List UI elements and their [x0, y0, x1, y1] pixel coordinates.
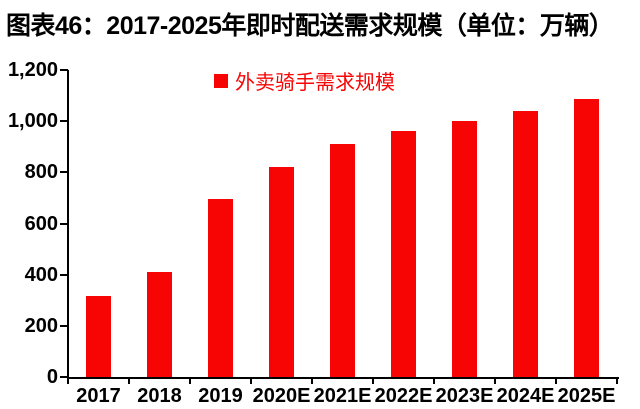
- bar-2025E: [574, 99, 599, 377]
- bar-2020E: [269, 167, 294, 377]
- legend-swatch-icon: [214, 73, 228, 88]
- bar-2023E: [452, 121, 477, 377]
- x-axis-tick-mark: [311, 377, 313, 384]
- x-axis-tick-label: 2024E: [496, 385, 555, 407]
- y-axis-tick-mark: [60, 120, 68, 123]
- x-axis-tick-mark: [494, 377, 496, 384]
- bar-2022E: [391, 131, 416, 377]
- y-axis-tick-mark: [60, 171, 68, 174]
- x-axis-tick-label: 2019: [198, 385, 243, 407]
- x-axis-tick-mark: [250, 377, 252, 384]
- y-axis-tick-label: 200: [24, 314, 58, 337]
- x-axis-tick-mark: [128, 377, 130, 384]
- legend: 外卖骑手需求规模: [214, 66, 395, 95]
- x-axis-tick-label: 2020E: [252, 385, 311, 407]
- x-axis: [67, 377, 619, 379]
- x-axis-tick-mark: [67, 377, 69, 384]
- x-axis-tick-label: 2018: [137, 385, 182, 407]
- y-axis-tick-label: 600: [24, 212, 58, 235]
- y-axis-tick-label: 400: [24, 263, 58, 286]
- y-axis-tick-mark: [60, 222, 68, 225]
- x-axis-tick-mark: [555, 377, 557, 384]
- bar-2021E: [330, 144, 355, 377]
- x-axis-tick-mark: [189, 377, 191, 384]
- bar-2024E: [513, 110, 538, 377]
- x-axis-tick-label: 2023E: [435, 385, 494, 407]
- y-axis-tick-mark: [60, 324, 68, 327]
- x-axis-tick-label: 2025E: [557, 385, 616, 407]
- y-axis-tick-label: 800: [24, 161, 58, 184]
- y-axis-tick-mark: [60, 376, 68, 378]
- x-axis-tick-mark: [433, 377, 435, 384]
- legend-label: 外卖骑手需求规模: [235, 72, 395, 94]
- y-axis-tick-mark: [60, 69, 68, 71]
- bar-2018: [147, 272, 172, 377]
- x-axis-tick-label: 2017: [76, 385, 121, 407]
- y-axis-tick-mark: [60, 273, 68, 276]
- bar-2017: [86, 296, 111, 377]
- y-axis-tick-label: 0: [46, 366, 58, 388]
- x-axis-tick-mark: [372, 377, 374, 384]
- y-axis-tick-label: 1,200: [7, 59, 58, 81]
- x-axis-tick-mark: [616, 377, 618, 384]
- y-axis-tick-label: 1,000: [7, 110, 58, 133]
- bar-2019: [208, 199, 233, 377]
- x-axis-tick-label: 2022E: [374, 385, 433, 407]
- y-axis: [67, 70, 69, 379]
- chart-title: 图表46：2017-2025年即时配送需求规模（单位：万辆）: [6, 12, 614, 40]
- x-axis-tick-label: 2021E: [313, 385, 372, 407]
